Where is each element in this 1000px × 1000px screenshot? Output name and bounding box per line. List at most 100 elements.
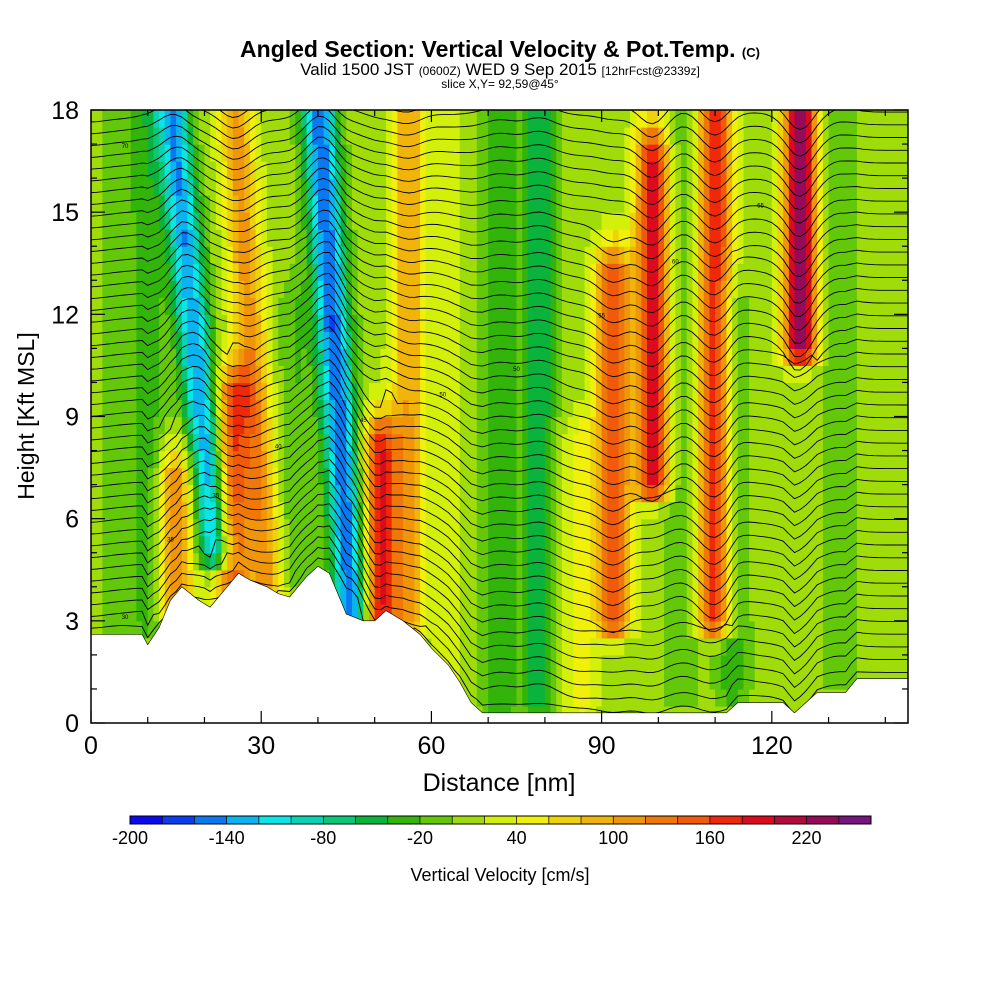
heatmap-cell — [351, 331, 359, 349]
heatmap-cell — [760, 263, 767, 281]
heatmap-cell — [539, 654, 546, 673]
heatmap-cell — [471, 654, 478, 673]
heatmap-cell — [737, 161, 745, 179]
heatmap-cell — [408, 297, 415, 315]
heatmap-cell — [431, 365, 438, 384]
heatmap-cell — [181, 501, 189, 520]
heatmap-cell — [505, 382, 512, 401]
heatmap-cell — [743, 467, 750, 486]
heatmap-cell — [459, 365, 467, 384]
heatmap-cell — [647, 620, 654, 639]
heatmap-cell — [187, 535, 194, 554]
heatmap-cell — [783, 671, 790, 690]
heatmap-cell — [227, 195, 234, 213]
heatmap-cell — [675, 297, 682, 315]
heatmap-cell — [743, 144, 750, 162]
heatmap-cell — [278, 382, 285, 401]
heatmap-cell — [556, 501, 563, 520]
heatmap-cell — [567, 178, 574, 196]
heatmap-cell — [754, 586, 762, 605]
heatmap-cell — [476, 314, 484, 332]
heatmap-cell — [91, 212, 98, 230]
heatmap-cell — [658, 161, 665, 179]
heatmap-cell — [329, 127, 336, 145]
heatmap-cell — [828, 637, 835, 656]
heatmap-cell — [766, 518, 773, 537]
heatmap-cell — [119, 501, 126, 520]
heatmap-cell — [442, 280, 450, 298]
heatmap-cell — [522, 603, 529, 622]
heatmap-cell — [176, 246, 183, 264]
heatmap-cell — [612, 552, 620, 571]
heatmap-cell — [737, 688, 745, 707]
heatmap-cell — [437, 297, 444, 315]
heatmap-cell — [96, 450, 103, 469]
heatmap-cell — [227, 161, 234, 179]
heatmap-cell — [278, 144, 285, 162]
heatmap-cell — [766, 246, 773, 264]
heatmap-cell — [771, 331, 779, 349]
heatmap-cell — [561, 603, 569, 622]
heatmap-cell — [817, 263, 824, 281]
heatmap-cell — [351, 586, 359, 605]
heatmap-cell — [459, 127, 467, 145]
heatmap-cell — [681, 654, 688, 673]
heatmap-cell — [834, 331, 841, 349]
heatmap-cell — [845, 552, 852, 571]
heatmap-cell — [584, 416, 591, 435]
heatmap-cell — [221, 501, 228, 520]
heatmap-cell — [834, 433, 841, 452]
heatmap-cell — [624, 501, 631, 520]
heatmap-cell — [533, 280, 540, 298]
heatmap-cell — [363, 144, 370, 162]
heatmap-cell — [845, 263, 852, 281]
heatmap-cell — [227, 348, 234, 367]
heatmap-cell — [488, 348, 495, 367]
heatmap-cell — [323, 416, 330, 435]
heatmap-cell — [595, 365, 603, 384]
heatmap-cell — [879, 433, 886, 452]
heatmap-cell — [238, 382, 245, 401]
heatmap-cell — [533, 416, 540, 435]
heatmap-cell — [544, 671, 552, 690]
heatmap-cell — [873, 467, 881, 486]
heatmap-cell — [839, 195, 847, 213]
heatmap-cell — [839, 535, 847, 554]
heatmap-cell — [227, 399, 234, 418]
heatmap-cell — [709, 178, 716, 196]
heatmap-cell — [698, 161, 705, 179]
heatmap-cell — [726, 229, 733, 247]
heatmap-cell — [522, 229, 529, 247]
heatmap-cell — [369, 586, 376, 605]
heatmap-cell — [896, 246, 903, 264]
heatmap-cell — [232, 535, 240, 554]
heatmap-cell — [459, 212, 467, 230]
heatmap-cell — [664, 382, 671, 401]
heatmap-cell — [442, 484, 450, 503]
heatmap-cell — [266, 195, 274, 213]
heatmap-cell — [692, 144, 699, 162]
heatmap-cell — [828, 399, 835, 418]
heatmap-cell — [210, 433, 217, 452]
heatmap-cell — [834, 637, 841, 656]
heatmap-cell — [420, 178, 427, 196]
heatmap-cell — [442, 246, 450, 264]
heatmap-cell — [510, 399, 518, 418]
heatmap-cell — [102, 161, 109, 179]
heatmap-cell — [595, 484, 603, 503]
heatmap-cell — [363, 365, 370, 384]
heatmap-cell — [295, 467, 302, 486]
heatmap-cell — [119, 382, 126, 401]
heatmap-cell — [187, 212, 194, 230]
heatmap-cell — [749, 382, 756, 401]
heatmap-cell — [266, 314, 274, 332]
heatmap-cell — [612, 382, 620, 401]
heatmap-cell — [862, 212, 869, 230]
heatmap-cell — [454, 501, 461, 520]
heatmap-cell — [595, 637, 603, 656]
heatmap-cell — [340, 365, 347, 384]
heatmap-cell — [527, 450, 535, 469]
heatmap-cell — [493, 569, 501, 588]
heatmap-cell — [686, 212, 693, 230]
heatmap-cell — [391, 212, 398, 230]
